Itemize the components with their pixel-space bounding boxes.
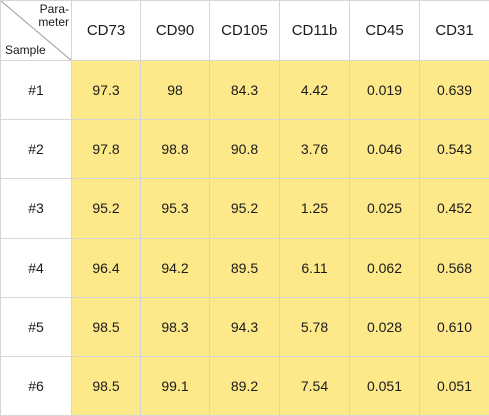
table-cell: 89.2	[209, 355, 280, 416]
table-cell: 95.2	[209, 178, 280, 239]
table-cell: 90.8	[209, 119, 280, 180]
corner-diagonal-line	[1, 1, 71, 60]
table-cell: 98.5	[71, 355, 141, 416]
table-cell: 0.543	[419, 119, 489, 180]
column-header-cd73: CD73	[71, 0, 141, 62]
table-cell: 94.3	[209, 296, 280, 357]
table-cell: 95.2	[71, 178, 141, 239]
row-header: #6	[0, 355, 72, 416]
table-cell: 5.78	[279, 296, 350, 357]
table-cell: 98.3	[140, 296, 210, 357]
table-cell: 7.54	[279, 355, 350, 416]
table-cell: 0.051	[349, 355, 420, 416]
table-cell: 0.452	[419, 178, 489, 239]
row-header: #1	[0, 60, 72, 121]
table-cell: 0.610	[419, 296, 489, 357]
table-cell: 3.76	[279, 119, 350, 180]
corner-cell: Para- meter Sample	[0, 0, 72, 62]
table-cell: 1.25	[279, 178, 350, 239]
column-header-cd90: CD90	[140, 0, 210, 62]
table-row: #4 96.4 94.2 89.5 6.11 0.062 0.568	[0, 237, 489, 298]
table-cell: 4.42	[279, 60, 350, 121]
table-cell: 98.5	[71, 296, 141, 357]
table-cell: 0.062	[349, 237, 420, 298]
table-cell: 0.639	[419, 60, 489, 121]
column-header-cd31: CD31	[419, 0, 489, 62]
table-cell: 0.025	[349, 178, 420, 239]
table-cell: 84.3	[209, 60, 280, 121]
row-header: #2	[0, 119, 72, 180]
table-cell: 0.046	[349, 119, 420, 180]
table-row: #3 95.2 95.3 95.2 1.25 0.025 0.452	[0, 178, 489, 239]
column-header-cd11b: CD11b	[279, 0, 350, 62]
corner-sample-label: Sample	[5, 43, 46, 58]
table-cell: 96.4	[71, 237, 141, 298]
table-cell: 95.3	[140, 178, 210, 239]
corner-parameter-line2: meter	[38, 15, 69, 29]
row-header: #5	[0, 296, 72, 357]
table-cell: 98.8	[140, 119, 210, 180]
table-cell: 0.051	[419, 355, 489, 416]
table-cell: 99.1	[140, 355, 210, 416]
corner-parameter-label: Para- meter	[9, 3, 69, 29]
table-cell: 94.2	[140, 237, 210, 298]
table-cell: 0.568	[419, 237, 489, 298]
corner-parameter-line1: Para-	[39, 2, 69, 16]
table-cell: 0.028	[349, 296, 420, 357]
table-cell: 97.3	[71, 60, 141, 121]
table-row: #5 98.5 98.3 94.3 5.78 0.028 0.610	[0, 296, 489, 357]
header-row: Para- meter Sample CD73 CD90 CD105 CD11b…	[0, 0, 489, 62]
table-cell: 97.8	[71, 119, 141, 180]
row-header: #3	[0, 178, 72, 239]
table-row: #6 98.5 99.1 89.2 7.54 0.051 0.051	[0, 355, 489, 416]
column-header-cd105: CD105	[209, 0, 280, 62]
table-cell: 98	[140, 60, 210, 121]
table-row: #1 97.3 98 84.3 4.42 0.019 0.639	[0, 60, 489, 121]
column-header-cd45: CD45	[349, 0, 420, 62]
table-cell: 0.019	[349, 60, 420, 121]
table-cell: 6.11	[279, 237, 350, 298]
table-cell: 89.5	[209, 237, 280, 298]
row-header: #4	[0, 237, 72, 298]
table-row: #2 97.8 98.8 90.8 3.76 0.046 0.543	[0, 119, 489, 180]
